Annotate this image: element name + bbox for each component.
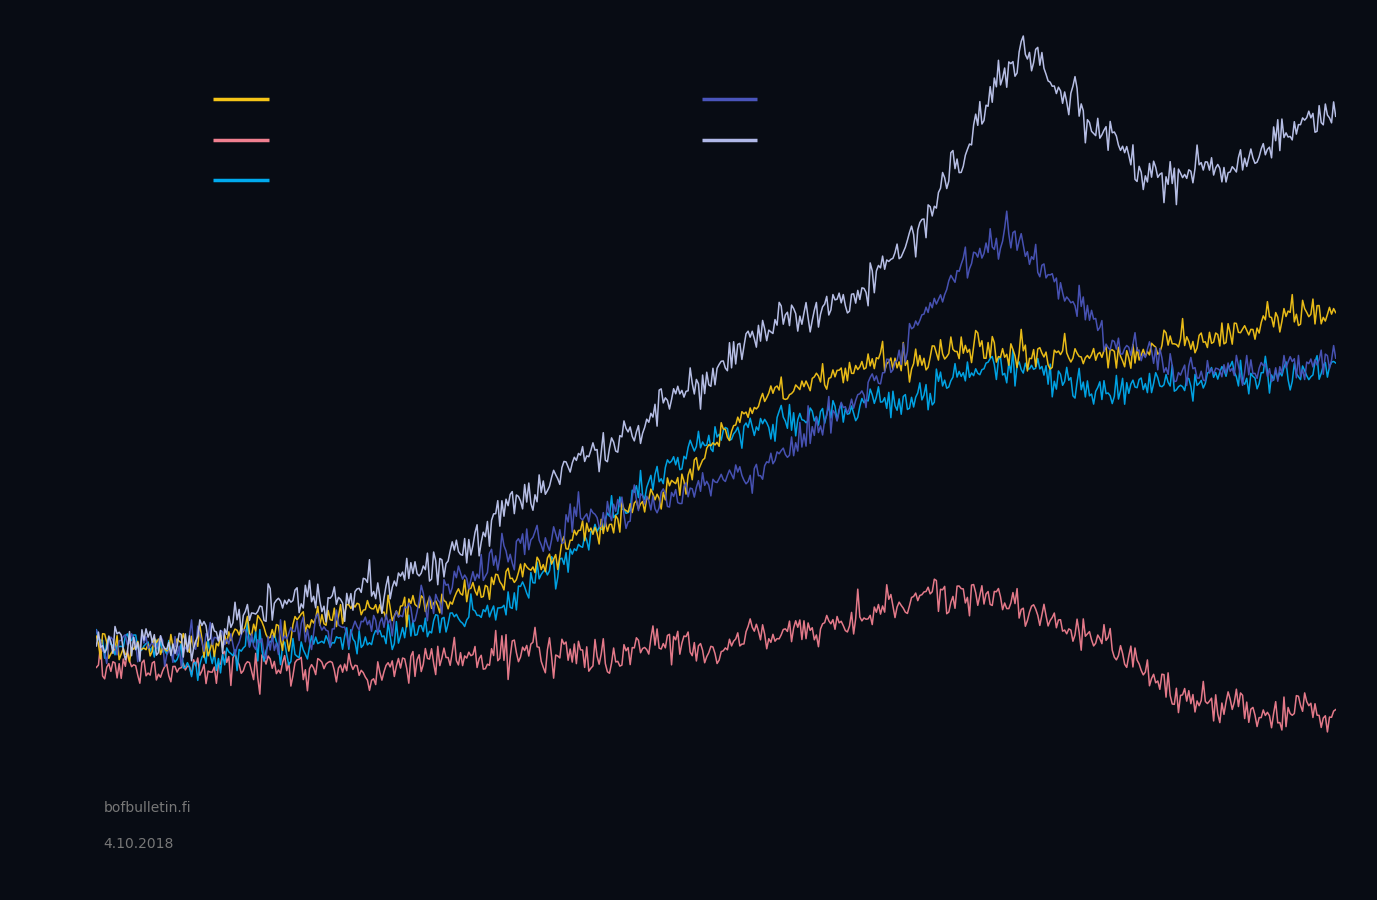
Text: bofbulletin.fi: bofbulletin.fi: [103, 800, 191, 814]
Text: 4.10.2018: 4.10.2018: [103, 836, 174, 850]
